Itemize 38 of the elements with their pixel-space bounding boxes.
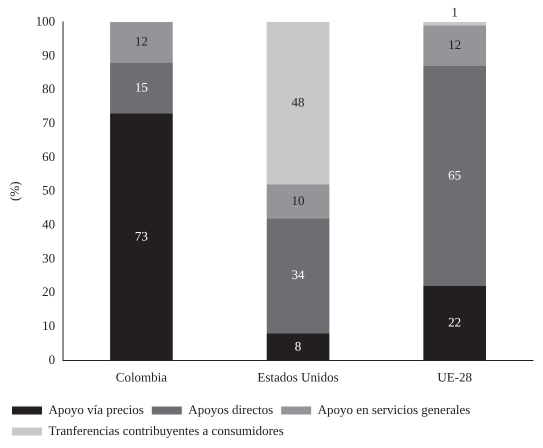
bar (423, 66, 486, 286)
y-tick-label: 100 (36, 13, 56, 28)
x-tick-label: Colombia (116, 370, 168, 385)
bar (423, 25, 486, 66)
legend-label: Apoyo en servicios generales (318, 402, 470, 417)
bar (110, 22, 173, 63)
data-label: 22 (448, 314, 462, 330)
data-label: 1 (451, 4, 458, 20)
data-label: 48 (292, 94, 305, 110)
y-tick-label: 0 (48, 352, 56, 367)
legend-label: Apoyos directos (188, 402, 274, 417)
bar (266, 22, 330, 184)
data-label: 10 (292, 192, 305, 208)
bar (266, 218, 330, 334)
data-label: 12 (134, 34, 148, 49)
bar (423, 22, 486, 26)
y-tick-label: 70 (42, 114, 56, 130)
bar (266, 184, 330, 218)
legend-label: Apoyo vía precios (48, 402, 144, 417)
y-tick-label: 90 (42, 47, 56, 62)
bar (110, 62, 173, 114)
y-tick-label: 20 (42, 284, 56, 300)
x-tick-label: Estados Unidos (257, 370, 339, 385)
data-label: 73 (134, 228, 148, 244)
y-tick-label: 80 (42, 81, 56, 96)
y-tick-label: 50 (42, 182, 56, 198)
y-tick-label: 60 (42, 148, 56, 164)
y-tick-label: 30 (42, 250, 56, 266)
y-tick-label: 40 (42, 216, 56, 232)
data-label: 15 (134, 79, 148, 94)
data-label: 12 (448, 37, 462, 52)
x-tick-label: UE-28 (437, 370, 472, 385)
data-label: 65 (448, 167, 462, 182)
legend-label: Tranferencias contribuyentes a consumidores (48, 422, 284, 438)
data-label: 8 (294, 338, 302, 354)
y-axis-title: (%) (7, 181, 22, 201)
data-label: 34 (292, 267, 306, 282)
y-tick-label: 10 (42, 318, 56, 333)
